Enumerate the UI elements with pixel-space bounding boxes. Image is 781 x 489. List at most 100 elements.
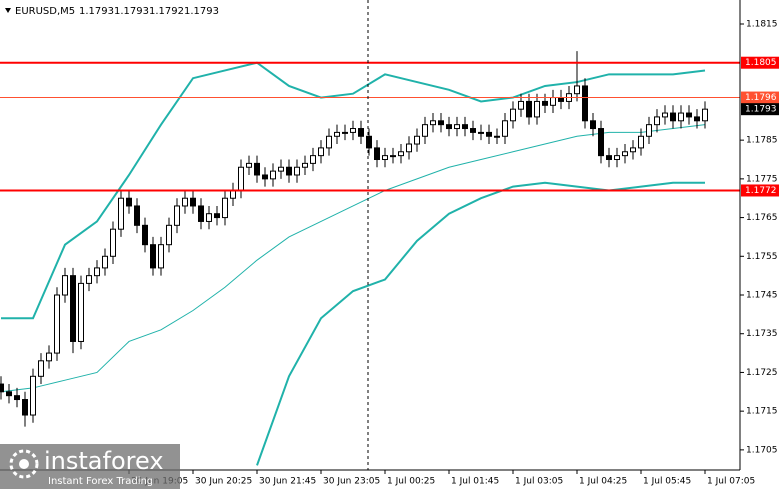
x-tick-label: 1 Jul 04:25 — [579, 477, 627, 487]
candle-body — [494, 135, 500, 138]
candle-body — [238, 166, 244, 191]
candle-body — [462, 124, 468, 130]
header-close: 1.1793 — [184, 6, 219, 17]
x-tick-label: 30 Jun 23:05 — [323, 477, 380, 487]
axes: 1.1815 1.1785 1.1775 1.1765 1.1755 1.1745 1.17… — [128, 20, 779, 487]
header-low: 1.1792 — [149, 6, 184, 17]
candle-body — [126, 197, 132, 207]
x-tick-label: 30 Jun 21:45 — [259, 477, 316, 487]
y-tick-label: 1.1745 — [746, 291, 778, 301]
candle-body — [270, 170, 276, 180]
candle-body — [374, 147, 380, 161]
y-tick-label: 1.1755 — [746, 252, 778, 262]
candle-body — [526, 100, 532, 118]
candle-body — [246, 162, 252, 168]
y-tick-label: 1.1785 — [746, 136, 778, 146]
candle-body — [678, 112, 684, 122]
candle-body — [646, 124, 652, 137]
y-tick-label: 1.1725 — [746, 368, 778, 378]
level-label: 1.1805 — [745, 58, 777, 68]
watermark-brand: instaforex — [44, 447, 164, 475]
x-tick-label: 1 Jul 05:45 — [643, 477, 691, 487]
candle-body — [158, 244, 164, 269]
y-tick-label: 1.1815 — [746, 20, 778, 30]
candle-body — [222, 197, 228, 219]
candle-body — [310, 155, 316, 164]
candle-body — [94, 267, 100, 277]
header: EURUSD,M5 1.1793 1.1793 1.1792 1.1793 — [5, 6, 219, 17]
indicator-line — [0, 124, 706, 393]
candle-body — [630, 147, 636, 153]
candle-body — [334, 131, 340, 137]
level-label-bg — [741, 184, 779, 197]
candle-body — [86, 275, 92, 284]
candle-body — [542, 100, 548, 106]
candle-body — [326, 135, 332, 149]
candle-body — [342, 131, 348, 134]
candle-body — [518, 100, 524, 110]
candle-body — [486, 131, 492, 137]
candle-body — [446, 124, 452, 130]
candle-body — [286, 166, 292, 176]
candle-body — [278, 166, 284, 172]
candle-body — [254, 162, 260, 176]
candle-body — [262, 174, 268, 180]
watermark-tagline: Instant Forex Trading — [48, 476, 153, 487]
candle-body — [686, 112, 692, 118]
candle-body — [654, 116, 660, 126]
candle-body — [182, 197, 188, 207]
y-tick-label: 1.1765 — [746, 213, 778, 223]
candle-body — [622, 151, 628, 157]
candle-body — [598, 128, 604, 157]
candle-body — [670, 112, 676, 122]
candle-body — [22, 399, 28, 416]
candle-body — [694, 116, 700, 122]
candle-body — [406, 143, 412, 153]
candle-body — [438, 120, 444, 126]
level-label-bg — [741, 91, 779, 104]
candle-body — [470, 128, 476, 133]
candle-body — [110, 228, 116, 257]
candle-body — [30, 375, 36, 416]
watermark: instaforex Instant Forex Trading — [0, 444, 180, 489]
last-price-bg — [741, 103, 779, 116]
y-tick-label: 1.1735 — [746, 329, 778, 339]
candle-body — [478, 131, 484, 134]
candle-body — [550, 97, 556, 106]
indicator-line — [256, 181, 705, 466]
symbol: EURUSD,M5 — [15, 6, 75, 17]
candle-body — [398, 151, 404, 157]
candle-body — [638, 135, 644, 149]
candle-body — [14, 395, 20, 401]
candle-body — [54, 294, 60, 354]
candle-body — [318, 147, 324, 157]
candle-body — [38, 360, 44, 377]
candle-body — [190, 197, 196, 207]
candle-body — [118, 197, 124, 230]
x-tick-label: 1 Jul 01:45 — [451, 477, 499, 487]
candle-body — [606, 155, 612, 161]
candle-body — [174, 205, 180, 226]
header-arrow — [5, 8, 11, 13]
x-tick-label: 1 Jul 00:25 — [387, 477, 435, 487]
watermark-logo — [9, 449, 39, 479]
candle-body — [614, 155, 620, 161]
candle-body — [534, 100, 540, 118]
candle-body — [414, 135, 420, 145]
candle-body — [366, 135, 372, 149]
candle-body — [70, 275, 76, 342]
candle-body — [46, 352, 52, 362]
plot-area — [0, 51, 740, 466]
candle-body — [574, 85, 580, 95]
candle-body — [206, 213, 212, 222]
candle-body — [78, 282, 84, 342]
candle-body — [382, 155, 388, 161]
y-tick-label: 1.1705 — [746, 445, 778, 455]
candle-body — [454, 124, 460, 130]
header-high: 1.1793 — [114, 6, 149, 17]
candle-body — [350, 128, 356, 133]
candle-body — [558, 97, 564, 102]
candle-body — [230, 189, 236, 199]
